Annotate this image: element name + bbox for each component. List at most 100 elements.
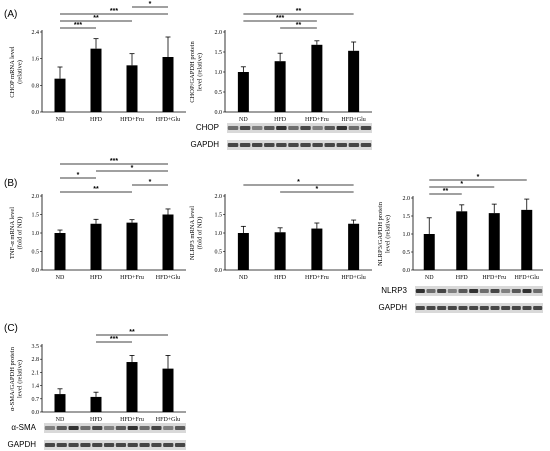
blot-band <box>276 126 287 130</box>
blot-band <box>44 443 56 447</box>
bar <box>348 50 360 112</box>
blot-band <box>139 426 150 430</box>
x-tick-label: HFD+Glu <box>156 117 180 123</box>
blot-label: GAPDH <box>191 140 220 149</box>
bar <box>488 213 500 270</box>
blot-band <box>336 126 348 130</box>
bar <box>90 223 102 270</box>
y-axis-label-line: (relative) <box>17 60 24 84</box>
blot-band <box>533 289 543 293</box>
y-axis-label-line: level (relative) <box>17 360 24 398</box>
blot-band <box>533 306 543 310</box>
blot-band <box>415 306 425 310</box>
blot-label: NLRP3 <box>381 286 407 295</box>
bar <box>274 232 286 270</box>
blot-band <box>426 306 436 310</box>
bar <box>348 223 360 270</box>
x-tick-label: ND <box>425 275 434 281</box>
blot-band <box>300 143 311 147</box>
significance-label: ** <box>296 8 302 15</box>
y-tick-label: 1.5 <box>215 50 223 56</box>
blot-band <box>68 426 79 430</box>
y-tick-label: 2.0 <box>32 194 40 200</box>
bar <box>126 222 138 270</box>
x-tick-label: HFD+Fru <box>305 275 329 281</box>
x-tick-label: HFD+Fru <box>482 275 506 281</box>
chart-chop-protein: 0.0 0.5 1.0 1.5 2.0 CHOP/GAPDH protein level (… <box>189 8 372 150</box>
x-tick-label: ND <box>56 117 65 123</box>
blot-band <box>501 306 511 310</box>
y-axis-label-line: NLRP3/GAPDH protein <box>377 201 384 266</box>
y-tick-label: 3.5 <box>32 344 40 350</box>
blot-label: CHOP <box>196 123 219 132</box>
x-tick-label: HFD <box>90 275 103 281</box>
blot-band <box>415 289 425 293</box>
bar <box>311 44 323 112</box>
blot-band <box>127 443 138 447</box>
blot-band <box>80 443 91 447</box>
y-tick-label: 1.5 <box>215 213 223 219</box>
chart-nlrp3-mrna: 0.0 0.5 1.0 1.5 2.0 NLRP3 mRNA level (fold of … <box>189 179 372 281</box>
bar <box>237 72 249 112</box>
y-axis-label: NLRP3 mRNA level (fold of ND) <box>189 206 204 260</box>
y-tick-label: 0.0 <box>32 410 40 416</box>
blot-band <box>324 143 335 147</box>
y-axis-label-line: TNF-α mRNA level <box>9 207 16 259</box>
y-tick-label: 1.6 <box>32 57 40 63</box>
blot-band <box>490 289 500 293</box>
significance-label: ** <box>296 22 302 29</box>
x-tick-label: HFD+Glu <box>156 275 180 281</box>
bar <box>162 368 174 412</box>
blot-band <box>251 126 263 130</box>
blot-band <box>163 443 174 447</box>
y-axis-label: α-SMA/GAPDH protein level (relative) <box>9 346 24 411</box>
bar <box>423 234 435 270</box>
blot-band <box>239 126 251 130</box>
y-tick-label: 2.1 <box>32 370 40 376</box>
x-tick-label: HFD <box>456 275 469 281</box>
blot-band <box>324 126 335 130</box>
bar <box>54 394 66 412</box>
blot-band <box>426 289 436 293</box>
y-axis-label-line: CHOP/GAPDH protein <box>189 40 196 102</box>
blot-band <box>139 443 150 447</box>
blot-band <box>348 143 360 147</box>
y-tick-label: 0.5 <box>32 250 40 256</box>
blot-strip <box>227 140 372 150</box>
significance-label: *** <box>110 158 118 165</box>
bar <box>521 209 533 270</box>
x-tick-label: HFD+Glu <box>156 417 180 423</box>
y-axis-label-line: NLRP3 mRNA level <box>189 206 196 260</box>
blot-band <box>68 443 79 447</box>
blot-band <box>151 443 162 447</box>
blot-band <box>264 143 275 147</box>
chart-tnf-mrna: 0.0 0.5 1.0 1.5 2.0 TNF-α mRNA level (fold of … <box>9 158 186 281</box>
blot-band <box>511 289 521 293</box>
y-tick-label: 1.0 <box>215 70 223 76</box>
y-tick-label: 0.0 <box>403 268 411 274</box>
x-tick-label: ND <box>239 117 248 123</box>
significance-label: ** <box>93 186 99 193</box>
chart-asma-protein: 0.0 0.7 1.4 2.1 2.8 3.5 α-SMA/GAPDH protein lev… <box>8 329 186 450</box>
blot-band <box>312 143 323 147</box>
blot-band <box>348 126 360 130</box>
blot-strip <box>227 123 372 133</box>
blot-band <box>522 306 532 310</box>
blot-band <box>251 143 263 147</box>
significance-label: * <box>460 181 463 188</box>
blot-band <box>511 306 521 310</box>
significance-label: ** <box>443 188 449 195</box>
x-tick-label: HFD <box>90 417 103 423</box>
blot-strip <box>44 440 186 450</box>
blot-band <box>469 306 479 310</box>
x-tick-label: HFD <box>274 117 287 123</box>
blot-band <box>92 443 103 447</box>
y-tick-label: 2.8 <box>32 357 40 363</box>
x-tick-label: HFD+Fru <box>120 117 144 123</box>
y-axis-label-line: (fold of ND) <box>17 217 24 250</box>
significance-label: * <box>77 172 80 179</box>
blot-band <box>288 143 299 147</box>
significance-label: *** <box>276 15 284 22</box>
blot-band <box>437 306 447 310</box>
